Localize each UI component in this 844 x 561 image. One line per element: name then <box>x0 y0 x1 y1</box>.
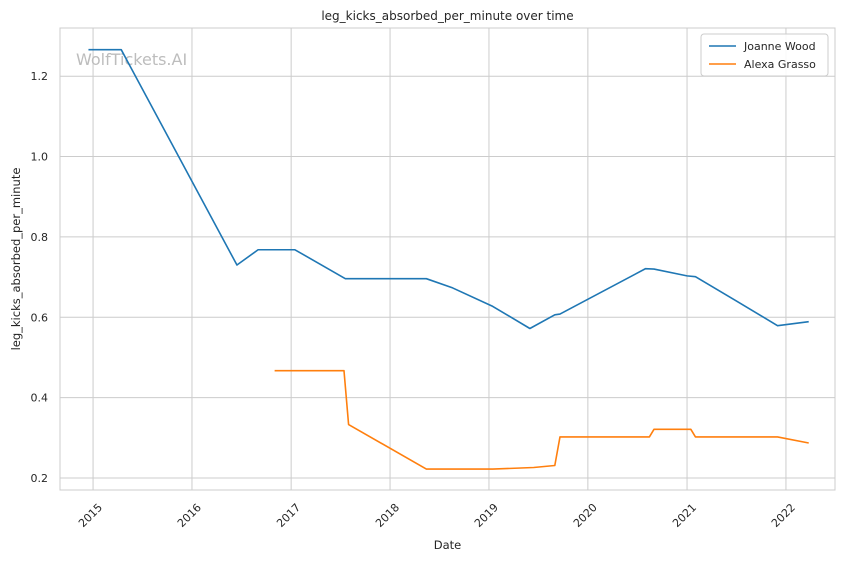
y-tick-label: 0.4 <box>31 392 49 405</box>
legend: Joanne Wood Alexa Grasso <box>700 33 829 77</box>
legend-box <box>700 33 829 77</box>
y-tick-label: 1.2 <box>31 70 49 83</box>
y-tick-label: 0.6 <box>31 311 49 324</box>
y-tick-label: 1.0 <box>31 151 49 164</box>
legend-label-joanne-wood: Joanne Wood <box>743 40 816 53</box>
y-axis-label: leg_kicks_absorbed_per_minute <box>9 168 23 351</box>
legend-label-alexa-grasso: Alexa Grasso <box>744 58 816 71</box>
series-line-joanne-wood <box>88 48 809 330</box>
chart-title: leg_kicks_absorbed_per_minute over time <box>321 9 573 23</box>
watermark-text: WolfTickets.AI <box>76 50 187 69</box>
x-axis-label: Date <box>434 538 462 552</box>
y-tick-label: 0.8 <box>31 231 49 244</box>
plot-area <box>59 27 836 491</box>
y-tick-label: 0.2 <box>31 472 49 485</box>
series-line-alexa-grasso <box>274 369 809 470</box>
